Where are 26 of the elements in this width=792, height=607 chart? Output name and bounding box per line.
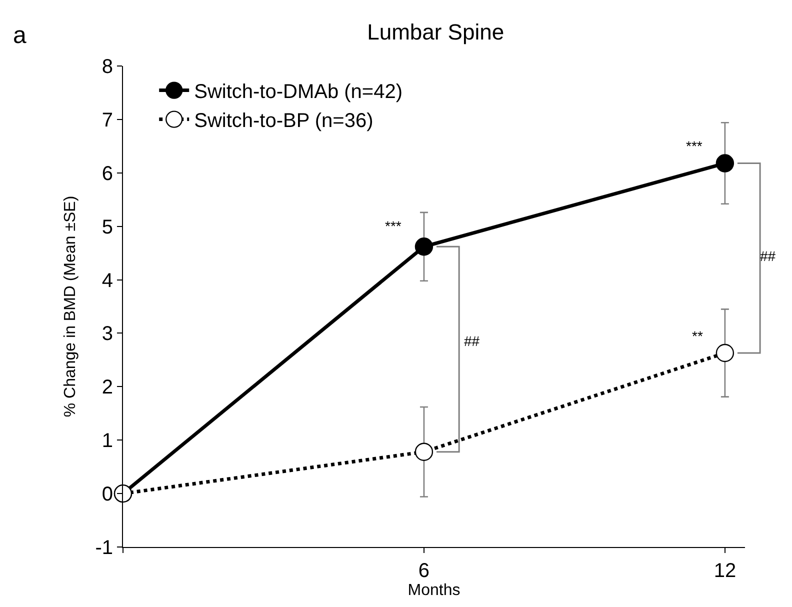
y-tick-label: 8 <box>102 56 113 78</box>
x-tick-label: 12 <box>714 560 736 582</box>
annotation: *** <box>385 218 402 234</box>
y-tick-label: 2 <box>102 376 113 399</box>
y-tick-label: 0 <box>102 484 113 506</box>
point <box>716 154 734 172</box>
x-axis-title: Months <box>408 582 460 599</box>
point <box>414 442 434 461</box>
chart-title: Lumbar Spine <box>367 20 504 45</box>
point <box>716 344 734 362</box>
y-tick-label: 4 <box>102 270 113 292</box>
y-tick-label: 3 <box>102 323 113 346</box>
y-tick-label: 5 <box>102 216 113 238</box>
y-tick-label: 7 <box>102 109 113 132</box>
y-axis-title: % Change in BMD (Mean ±SE) <box>62 196 80 418</box>
point <box>414 238 434 256</box>
legend-label: Switch-to-DMAb (n=42) <box>194 81 403 104</box>
text: ## <box>760 248 776 264</box>
y-tick-label: 6 <box>102 162 113 185</box>
annotation: ## <box>464 333 480 349</box>
annotation: *** <box>686 138 703 154</box>
annotation: ** <box>692 328 704 344</box>
legend-label: Switch-to-BP (n=36) <box>194 110 374 132</box>
y-tick-label: -1 <box>95 537 113 559</box>
text: a <box>13 22 27 49</box>
y-tick-label: 1 <box>102 430 113 452</box>
